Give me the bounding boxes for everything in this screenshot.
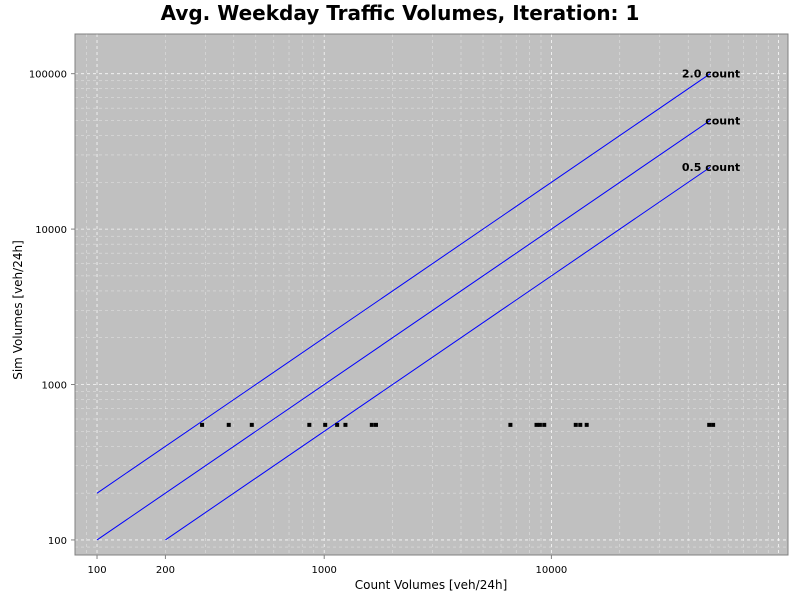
y-tick-label: 100: [48, 536, 67, 547]
plot-area: [75, 34, 788, 555]
data-point: [323, 422, 328, 427]
data-point: [584, 422, 589, 427]
chart-title: Avg. Weekday Traffic Volumes, Iteration:…: [161, 1, 640, 25]
data-point: [508, 422, 513, 427]
reference-line-label: count: [705, 114, 740, 127]
y-tick-label: 100000: [29, 70, 67, 81]
grid-lines: [74, 34, 788, 556]
data-point: [343, 422, 348, 427]
x-tick-label: 200: [156, 565, 175, 576]
x-tick-label: 1000: [311, 565, 336, 576]
y-axis-label: Sim Volumes [veh/24h]: [11, 240, 25, 380]
data-point: [542, 422, 547, 427]
plot-border: [74, 33, 789, 556]
data-point: [369, 422, 374, 427]
data-points: [200, 422, 716, 427]
reference-line-label: 0.5 count: [682, 161, 740, 174]
reference-line: [96, 120, 711, 541]
x-tick-label: 10000: [535, 565, 567, 576]
data-point: [711, 422, 716, 427]
reference-line-label: 2.0 count: [682, 68, 740, 81]
data-point: [707, 422, 712, 427]
axes: 100 200 1000 10000 100 1000 10000 100000: [29, 33, 789, 576]
data-point: [226, 422, 231, 427]
y-tick-label: 10000: [35, 225, 67, 236]
data-point: [534, 422, 539, 427]
data-point: [249, 422, 254, 427]
data-point: [573, 422, 578, 427]
reference-line: [96, 73, 711, 494]
reference-lines: 2.0 count count 0.5 count: [96, 68, 740, 541]
x-tick-label: 100: [87, 565, 106, 576]
y-tick-label: 1000: [42, 381, 67, 392]
reference-line: [165, 166, 711, 541]
data-point: [335, 422, 340, 427]
data-point: [578, 422, 583, 427]
x-axis-label: Count Volumes [veh/24h]: [355, 578, 508, 592]
data-point: [307, 422, 312, 427]
data-point: [373, 422, 378, 427]
data-point: [537, 422, 542, 427]
data-point: [200, 422, 205, 427]
